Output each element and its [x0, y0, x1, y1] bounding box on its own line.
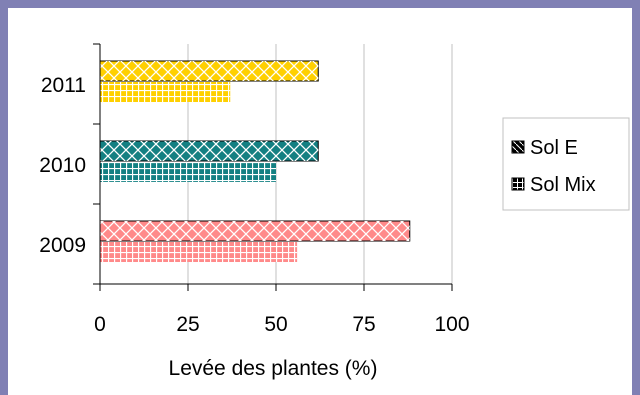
x-tick-label: 75: [352, 313, 375, 336]
axes: [93, 43, 453, 291]
bar-sol-e-pattern-2010: [100, 141, 319, 161]
legend-swatch-sol-mix: [511, 177, 525, 191]
legend-label-sol-mix: Sol Mix: [530, 174, 596, 196]
bar-sol-mix-pattern-2011: [100, 82, 231, 102]
x-tick-label: 100: [434, 313, 469, 336]
bar-sol-e-pattern-2011: [100, 61, 319, 81]
legend-swatch-sol-e: [511, 140, 525, 154]
bars: [99, 60, 411, 262]
legend: Sol E Sol Mix: [502, 117, 630, 211]
x-axis-label: Levée des plantes (%): [169, 357, 378, 380]
chart-frame-right-border: [632, 0, 640, 395]
y-tick-label: 2011: [41, 74, 86, 97]
bar-sol-mix-pattern-2009: [100, 242, 298, 262]
bar-sol-mix-pattern-2010: [100, 162, 276, 182]
x-tick-label: 0: [94, 313, 106, 336]
bar-sol-e-pattern-2009: [100, 221, 410, 241]
x-tick-label: 50: [264, 313, 287, 336]
tick-labels: 0 25 50 75 100 2011 2010 2009: [39, 74, 469, 336]
y-tick-label: 2009: [39, 234, 86, 257]
legend-label-sol-e: Sol E: [530, 137, 578, 159]
y-tick-label: 2010: [39, 154, 86, 177]
legend-box: [502, 117, 630, 211]
x-tick-label: 25: [176, 313, 199, 336]
